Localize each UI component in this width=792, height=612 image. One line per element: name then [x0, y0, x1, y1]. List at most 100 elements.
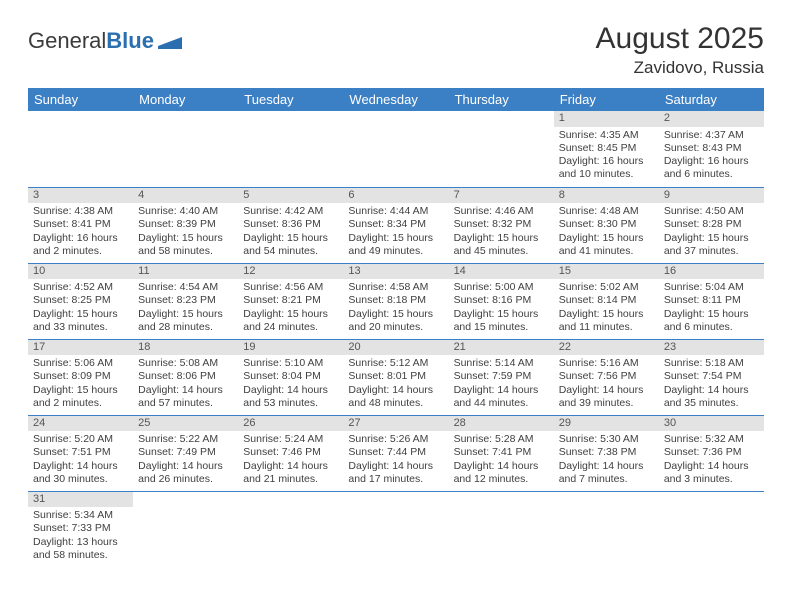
sunset-text: Sunset: 8:01 PM — [348, 370, 443, 383]
weekday-header: Sunday — [28, 88, 133, 111]
daylight-text-line1: Daylight: 14 hours — [243, 460, 338, 473]
daylight-text-line2: and 10 minutes. — [559, 168, 654, 181]
daylight-text-line1: Daylight: 15 hours — [559, 232, 654, 245]
daylight-text-line1: Daylight: 15 hours — [559, 308, 654, 321]
sunrise-text: Sunrise: 5:16 AM — [559, 357, 654, 370]
daylight-text-line2: and 28 minutes. — [138, 321, 233, 334]
day-number: 21 — [449, 340, 554, 356]
sunset-text: Sunset: 7:33 PM — [33, 522, 128, 535]
sunrise-text: Sunrise: 5:08 AM — [138, 357, 233, 370]
day-number: 27 — [343, 416, 448, 432]
sunset-text: Sunset: 8:16 PM — [454, 294, 549, 307]
day-details: Sunrise: 5:16 AMSunset: 7:56 PMDaylight:… — [554, 355, 659, 414]
day-number: 11 — [133, 264, 238, 280]
daylight-text-line1: Daylight: 15 hours — [33, 384, 128, 397]
sunrise-text: Sunrise: 5:00 AM — [454, 281, 549, 294]
sunset-text: Sunset: 7:41 PM — [454, 446, 549, 459]
daylight-text-line2: and 20 minutes. — [348, 321, 443, 334]
daylight-text-line2: and 17 minutes. — [348, 473, 443, 486]
location-label: Zavidovo, Russia — [596, 58, 764, 78]
calendar-day-cell: 3Sunrise: 4:38 AMSunset: 8:41 PMDaylight… — [28, 187, 133, 263]
day-details: Sunrise: 4:52 AMSunset: 8:25 PMDaylight:… — [28, 279, 133, 338]
daylight-text-line2: and 57 minutes. — [138, 397, 233, 410]
daylight-text-line2: and 12 minutes. — [454, 473, 549, 486]
calendar-week-row: 24Sunrise: 5:20 AMSunset: 7:51 PMDayligh… — [28, 415, 764, 491]
sunset-text: Sunset: 7:54 PM — [664, 370, 759, 383]
calendar-week-row: 10Sunrise: 4:52 AMSunset: 8:25 PMDayligh… — [28, 263, 764, 339]
daylight-text-line1: Daylight: 14 hours — [348, 384, 443, 397]
sunrise-text: Sunrise: 5:12 AM — [348, 357, 443, 370]
sunset-text: Sunset: 8:43 PM — [664, 142, 759, 155]
calendar-day-cell: 13Sunrise: 4:58 AMSunset: 8:18 PMDayligh… — [343, 263, 448, 339]
calendar-day-cell: 28Sunrise: 5:28 AMSunset: 7:41 PMDayligh… — [449, 415, 554, 491]
daylight-text-line2: and 58 minutes. — [33, 549, 128, 562]
day-number: 17 — [28, 340, 133, 356]
sunrise-text: Sunrise: 4:54 AM — [138, 281, 233, 294]
daylight-text-line1: Daylight: 15 hours — [33, 308, 128, 321]
daylight-text-line2: and 26 minutes. — [138, 473, 233, 486]
calendar-day-cell: 5Sunrise: 4:42 AMSunset: 8:36 PMDaylight… — [238, 187, 343, 263]
weekday-header: Monday — [133, 88, 238, 111]
calendar-week-row: 17Sunrise: 5:06 AMSunset: 8:09 PMDayligh… — [28, 339, 764, 415]
day-details: Sunrise: 5:02 AMSunset: 8:14 PMDaylight:… — [554, 279, 659, 338]
daylight-text-line2: and 7 minutes. — [559, 473, 654, 486]
sunrise-text: Sunrise: 5:30 AM — [559, 433, 654, 446]
day-details: Sunrise: 5:22 AMSunset: 7:49 PMDaylight:… — [133, 431, 238, 490]
sunset-text: Sunset: 8:11 PM — [664, 294, 759, 307]
calendar-body: 1Sunrise: 4:35 AMSunset: 8:45 PMDaylight… — [28, 111, 764, 567]
calendar-day-cell: 17Sunrise: 5:06 AMSunset: 8:09 PMDayligh… — [28, 339, 133, 415]
calendar-day-cell: 7Sunrise: 4:46 AMSunset: 8:32 PMDaylight… — [449, 187, 554, 263]
calendar-day-cell — [238, 491, 343, 567]
weekday-header: Thursday — [449, 88, 554, 111]
sunset-text: Sunset: 8:39 PM — [138, 218, 233, 231]
daylight-text-line1: Daylight: 15 hours — [454, 232, 549, 245]
logo-text-blue: Blue — [106, 28, 154, 54]
daylight-text-line1: Daylight: 15 hours — [664, 308, 759, 321]
sunset-text: Sunset: 8:41 PM — [33, 218, 128, 231]
day-details: Sunrise: 4:42 AMSunset: 8:36 PMDaylight:… — [238, 203, 343, 262]
day-number: 15 — [554, 264, 659, 280]
day-number: 24 — [28, 416, 133, 432]
daylight-text-line2: and 45 minutes. — [454, 245, 549, 258]
sunrise-text: Sunrise: 5:10 AM — [243, 357, 338, 370]
sunrise-text: Sunrise: 4:42 AM — [243, 205, 338, 218]
day-number: 10 — [28, 264, 133, 280]
daylight-text-line2: and 2 minutes. — [33, 397, 128, 410]
day-details: Sunrise: 4:46 AMSunset: 8:32 PMDaylight:… — [449, 203, 554, 262]
calendar-day-cell: 18Sunrise: 5:08 AMSunset: 8:06 PMDayligh… — [133, 339, 238, 415]
sunrise-text: Sunrise: 4:56 AM — [243, 281, 338, 294]
calendar-day-cell: 15Sunrise: 5:02 AMSunset: 8:14 PMDayligh… — [554, 263, 659, 339]
day-number: 26 — [238, 416, 343, 432]
calendar-day-cell — [133, 491, 238, 567]
daylight-text-line2: and 35 minutes. — [664, 397, 759, 410]
day-number: 6 — [343, 188, 448, 204]
day-number: 25 — [133, 416, 238, 432]
sunset-text: Sunset: 8:30 PM — [559, 218, 654, 231]
calendar-day-cell — [659, 491, 764, 567]
day-details: Sunrise: 5:26 AMSunset: 7:44 PMDaylight:… — [343, 431, 448, 490]
calendar-day-cell — [343, 491, 448, 567]
sunset-text: Sunset: 8:14 PM — [559, 294, 654, 307]
day-details: Sunrise: 5:20 AMSunset: 7:51 PMDaylight:… — [28, 431, 133, 490]
day-details: Sunrise: 5:32 AMSunset: 7:36 PMDaylight:… — [659, 431, 764, 490]
sunset-text: Sunset: 7:46 PM — [243, 446, 338, 459]
calendar-day-cell: 11Sunrise: 4:54 AMSunset: 8:23 PMDayligh… — [133, 263, 238, 339]
sunrise-text: Sunrise: 5:04 AM — [664, 281, 759, 294]
sunrise-text: Sunrise: 5:14 AM — [454, 357, 549, 370]
daylight-text-line1: Daylight: 14 hours — [138, 460, 233, 473]
sunrise-text: Sunrise: 5:28 AM — [454, 433, 549, 446]
sunset-text: Sunset: 8:23 PM — [138, 294, 233, 307]
daylight-text-line2: and 41 minutes. — [559, 245, 654, 258]
sunrise-text: Sunrise: 4:52 AM — [33, 281, 128, 294]
daylight-text-line2: and 6 minutes. — [664, 168, 759, 181]
calendar-week-row: 31Sunrise: 5:34 AMSunset: 7:33 PMDayligh… — [28, 491, 764, 567]
sunrise-text: Sunrise: 5:24 AM — [243, 433, 338, 446]
sunset-text: Sunset: 8:09 PM — [33, 370, 128, 383]
daylight-text-line2: and 30 minutes. — [33, 473, 128, 486]
sunrise-text: Sunrise: 5:32 AM — [664, 433, 759, 446]
calendar-day-cell: 2Sunrise: 4:37 AMSunset: 8:43 PMDaylight… — [659, 111, 764, 187]
day-number: 2 — [659, 111, 764, 127]
day-details: Sunrise: 4:50 AMSunset: 8:28 PMDaylight:… — [659, 203, 764, 262]
daylight-text-line2: and 37 minutes. — [664, 245, 759, 258]
sunrise-text: Sunrise: 4:48 AM — [559, 205, 654, 218]
